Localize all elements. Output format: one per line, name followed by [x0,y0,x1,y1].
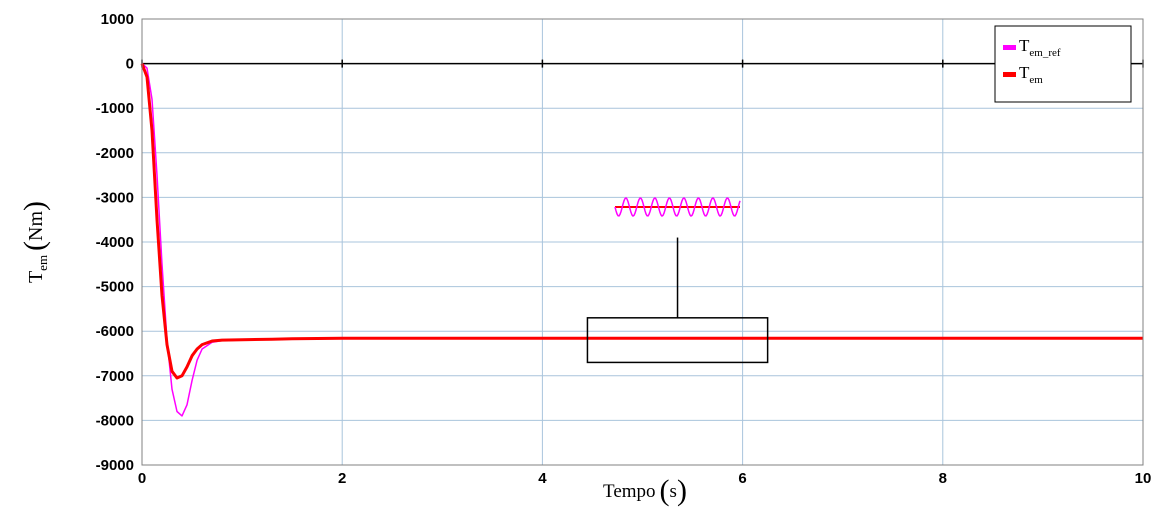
x-axis-title: Tempo (s) [603,474,687,507]
series-lines [140,63,1143,417]
y-axis-title: Tem(Nm) [18,201,51,283]
y-tick-label: -4000 [96,234,134,251]
inset-tem-ref-wave [614,197,741,217]
tick-labels: 1000 0 -1000 -2000 -3000 -4000 -5000 -6000 -7000… [96,11,1152,487]
y-tick-label: -5000 [96,279,134,296]
x-tick-label: 0 [138,470,146,487]
legend-label-tem-ref: Tem_ref [1019,36,1061,59]
y-tick-label: 0 [126,56,134,73]
series-line-tem [140,63,1143,380]
y-tick-label: 1000 [101,11,134,28]
legend-label-tem: Tem [1019,63,1043,86]
x-axis-label: Tempo [603,481,656,502]
y-tick-label: -2000 [96,145,134,162]
y-tick-label: -8000 [96,412,134,429]
y-tick-label: -9000 [96,457,134,474]
y-tick-label: -3000 [96,189,134,206]
plot-frame [141,18,1144,466]
y-tick-label: -1000 [96,100,134,117]
y-tick-label: -6000 [96,323,134,340]
legend-swatch-tem [1003,72,1016,77]
legend-swatch-tem-ref [1003,45,1016,50]
x-tick-label: 8 [939,470,947,487]
y-axis-label-unit: Nm [25,211,47,241]
x-tick-label: 4 [538,470,547,487]
zoom-annotation [586,197,769,364]
legend-box [994,25,1132,103]
x-tick-label: 10 [1135,470,1152,487]
y-axis-label-sub: em [35,255,50,271]
svg-text:Tempo(s): Tempo (s) [603,474,687,507]
svg-text:Tem(Nm): Tem(Nm) [18,201,51,283]
legend: Tem_ref Tem [994,25,1132,103]
y-tick-label: -7000 [96,368,134,385]
x-tick-label: 2 [338,470,346,487]
x-axis-label-unit: s [670,481,677,502]
x-tick-label: 6 [738,470,746,487]
y-axis-label-main: T [25,271,47,283]
